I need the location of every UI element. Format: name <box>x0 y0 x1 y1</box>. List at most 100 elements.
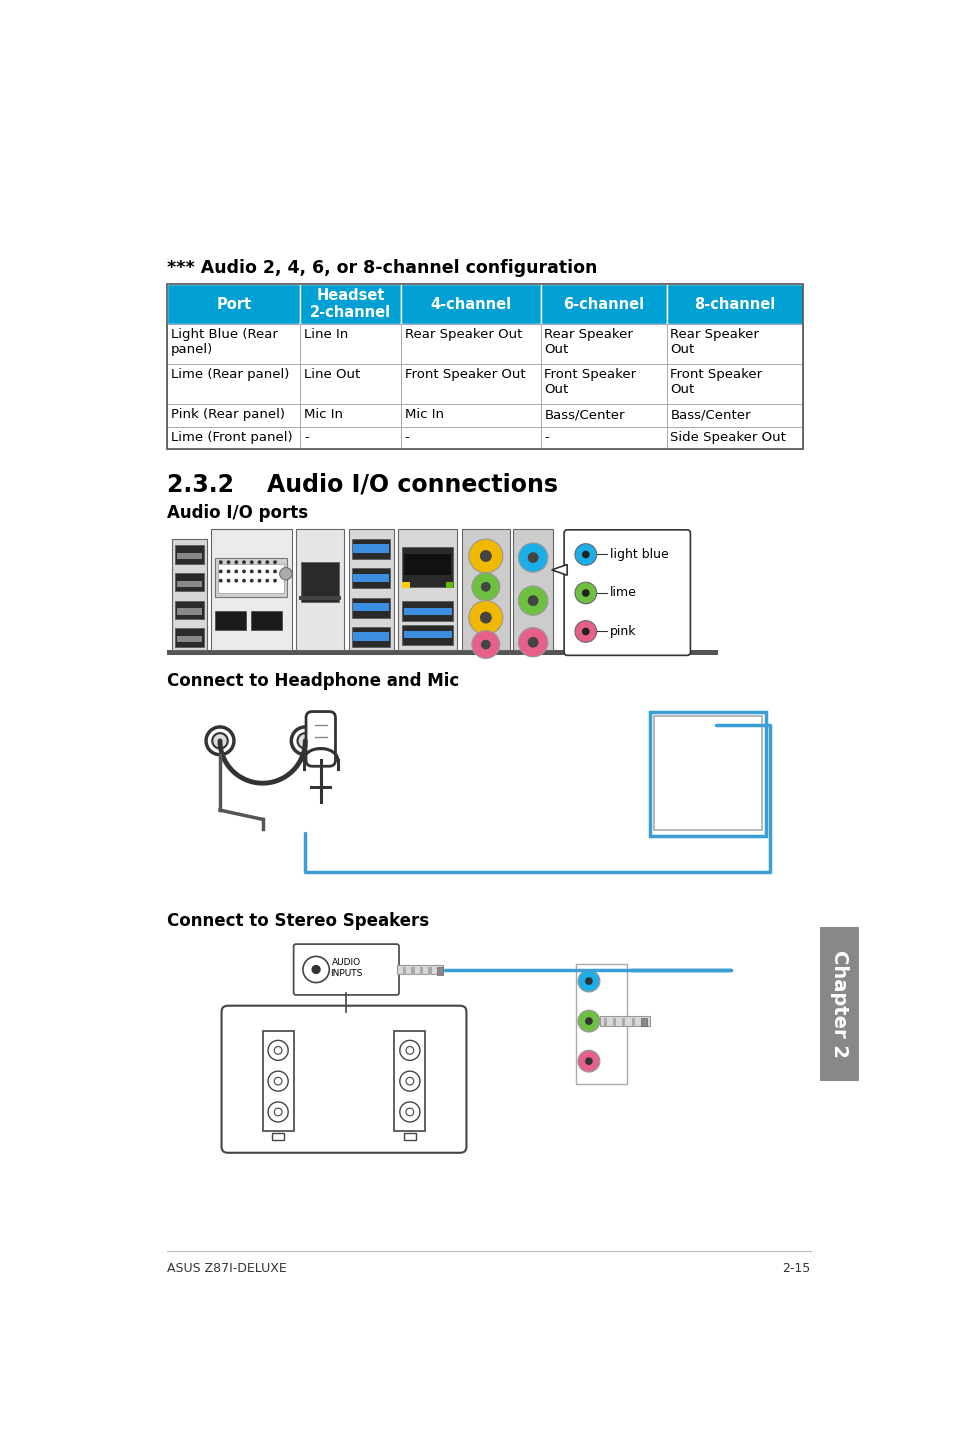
Bar <box>353 545 389 554</box>
Bar <box>400 427 540 449</box>
Bar <box>411 968 415 975</box>
Text: Chapter 2: Chapter 2 <box>829 951 848 1058</box>
Text: 6-channel: 6-channel <box>562 296 643 312</box>
Circle shape <box>399 1071 419 1091</box>
Circle shape <box>654 755 678 778</box>
FancyBboxPatch shape <box>294 945 398 995</box>
Circle shape <box>206 728 233 755</box>
Circle shape <box>479 551 492 562</box>
Bar <box>666 285 802 324</box>
Circle shape <box>242 561 246 564</box>
Bar <box>540 324 666 364</box>
Bar <box>403 1133 416 1140</box>
Circle shape <box>468 601 502 634</box>
Circle shape <box>399 1040 419 1060</box>
Circle shape <box>234 569 238 574</box>
Bar <box>218 564 284 592</box>
Circle shape <box>575 621 596 643</box>
Bar <box>167 364 300 404</box>
Text: Light Blue (Rear
panel): Light Blue (Rear panel) <box>171 328 277 357</box>
Bar <box>686 761 690 771</box>
Bar <box>353 603 389 611</box>
Bar <box>174 572 204 591</box>
Text: Line In: Line In <box>304 328 348 341</box>
Circle shape <box>581 551 589 558</box>
Bar <box>540 285 666 324</box>
Bar <box>174 601 204 620</box>
Bar <box>176 608 202 614</box>
Circle shape <box>661 801 670 810</box>
Text: lime: lime <box>609 587 636 600</box>
Bar <box>540 364 666 404</box>
Circle shape <box>399 1102 419 1122</box>
Bar <box>176 581 202 587</box>
Circle shape <box>578 1050 599 1071</box>
Bar <box>445 582 453 588</box>
Bar <box>300 285 400 324</box>
Bar <box>599 1015 649 1025</box>
Bar <box>167 404 300 427</box>
Circle shape <box>406 1047 414 1054</box>
Bar <box>404 555 451 575</box>
Text: Connect to Stereo Speakers: Connect to Stereo Speakers <box>167 912 429 930</box>
Text: Headset
2-channel: Headset 2-channel <box>310 288 391 321</box>
Circle shape <box>480 582 490 591</box>
Circle shape <box>527 637 537 647</box>
Circle shape <box>654 794 678 817</box>
Circle shape <box>291 728 319 755</box>
Bar <box>272 1133 284 1140</box>
Bar <box>300 427 400 449</box>
Text: Port: Port <box>216 296 251 312</box>
Circle shape <box>584 1057 592 1066</box>
Bar <box>461 529 509 650</box>
Bar <box>717 800 720 808</box>
Circle shape <box>279 568 292 580</box>
Circle shape <box>218 561 222 564</box>
Bar <box>402 546 453 587</box>
Bar <box>215 611 246 630</box>
Text: Rear Speaker
Out: Rear Speaker Out <box>544 328 633 357</box>
Circle shape <box>527 595 537 605</box>
Bar <box>167 285 300 324</box>
Bar <box>400 285 540 324</box>
Bar <box>419 968 422 975</box>
Text: Connect to Headphone and Mic: Connect to Headphone and Mic <box>167 672 459 689</box>
FancyBboxPatch shape <box>221 1005 466 1153</box>
Text: Bass/Center: Bass/Center <box>670 408 750 421</box>
Bar <box>174 628 204 647</box>
Bar <box>176 554 202 559</box>
Bar <box>666 364 802 404</box>
Bar <box>603 1018 606 1027</box>
Bar <box>400 324 540 364</box>
Circle shape <box>250 561 253 564</box>
Circle shape <box>274 1109 282 1116</box>
Circle shape <box>212 733 228 749</box>
Circle shape <box>268 1071 288 1091</box>
Bar <box>167 324 300 364</box>
Bar <box>540 427 666 449</box>
Circle shape <box>273 561 276 564</box>
Bar <box>167 285 802 449</box>
Bar <box>402 601 453 621</box>
Bar <box>211 529 292 650</box>
Bar <box>707 761 710 771</box>
Bar <box>728 800 736 808</box>
Bar <box>631 1018 634 1027</box>
Bar <box>352 568 390 588</box>
Circle shape <box>480 640 490 650</box>
Circle shape <box>575 544 596 565</box>
Circle shape <box>268 1102 288 1122</box>
Circle shape <box>479 611 492 624</box>
Circle shape <box>265 569 269 574</box>
Circle shape <box>257 561 261 564</box>
Text: 2.3.2    Audio I/O connections: 2.3.2 Audio I/O connections <box>167 473 558 498</box>
Bar <box>167 650 717 656</box>
Bar <box>436 968 443 975</box>
Bar <box>403 608 452 614</box>
Bar <box>262 1031 294 1132</box>
Circle shape <box>227 578 231 582</box>
Circle shape <box>517 587 547 615</box>
Circle shape <box>273 578 276 582</box>
Circle shape <box>227 561 231 564</box>
Bar <box>172 539 207 650</box>
